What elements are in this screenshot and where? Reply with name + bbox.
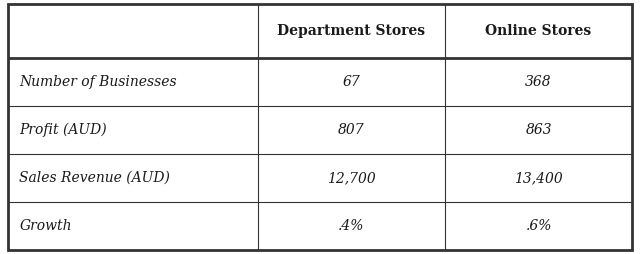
Text: .4%: .4%: [338, 219, 364, 233]
Bar: [257, 4, 445, 58]
Text: Sales Revenue (AUD): Sales Revenue (AUD): [19, 171, 170, 185]
Bar: [445, 4, 632, 58]
Bar: [8, 4, 257, 58]
Bar: [257, 58, 445, 106]
Text: Online Stores: Online Stores: [486, 24, 592, 38]
Bar: [8, 202, 257, 250]
Text: Number of Businesses: Number of Businesses: [19, 75, 177, 89]
Bar: [257, 154, 445, 202]
Bar: [8, 106, 257, 154]
Bar: [445, 202, 632, 250]
Bar: [445, 58, 632, 106]
Bar: [445, 106, 632, 154]
Text: 12,700: 12,700: [327, 171, 376, 185]
Text: 807: 807: [338, 123, 365, 137]
Text: Department Stores: Department Stores: [277, 24, 426, 38]
Text: Growth: Growth: [19, 219, 72, 233]
Text: .6%: .6%: [525, 219, 552, 233]
Bar: [445, 154, 632, 202]
Bar: [257, 106, 445, 154]
Text: 368: 368: [525, 75, 552, 89]
Text: 67: 67: [342, 75, 360, 89]
Text: 13,400: 13,400: [515, 171, 563, 185]
Bar: [8, 58, 257, 106]
Bar: [257, 202, 445, 250]
Text: 863: 863: [525, 123, 552, 137]
Text: Profit (AUD): Profit (AUD): [19, 123, 107, 137]
Bar: [8, 154, 257, 202]
